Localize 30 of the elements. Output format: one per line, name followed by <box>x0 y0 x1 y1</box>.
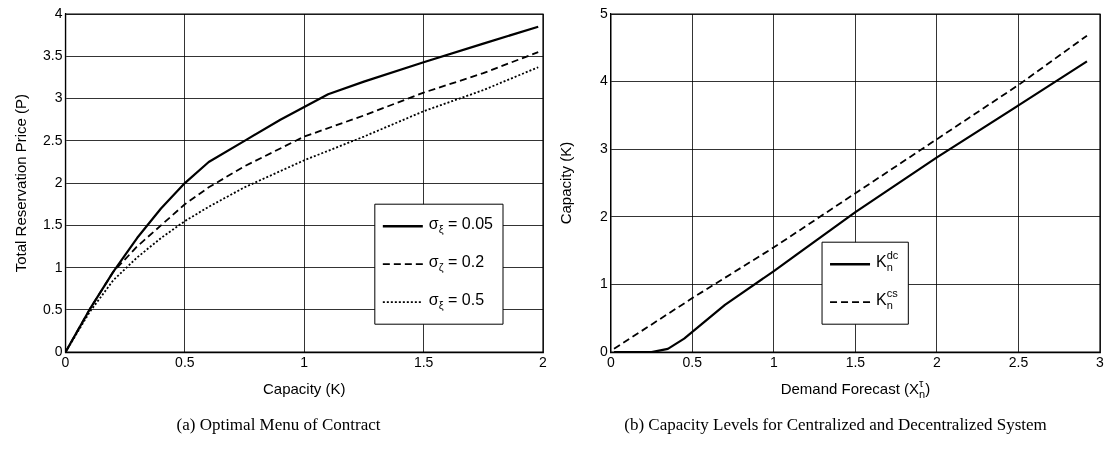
text: (b) Capacity Levels for Centralized and Decentralized System <box>623 415 1048 435</box>
x-tick-label: 2 <box>933 354 942 371</box>
x-tick-label: 1 <box>769 354 778 371</box>
x-tick-label: 2.5 <box>1008 354 1029 371</box>
y-tick-label: 2 <box>54 173 63 190</box>
y-tick-label: 0.5 <box>42 300 63 317</box>
y-tick-label: 1.5 <box>42 216 63 233</box>
text: (a) Optimal Menu of Contract <box>175 415 382 435</box>
y-tick-label: 5 <box>599 4 608 21</box>
x-tick-label: 2 <box>539 354 548 371</box>
y-tick-label: 3.5 <box>42 47 63 64</box>
y-tick-label: 1 <box>54 258 63 275</box>
y-tick-label: 3 <box>54 89 63 106</box>
x-tick-label: 0.5 <box>175 354 195 371</box>
x-tick-label: 1.5 <box>413 354 434 371</box>
y-tick-label: 3 <box>599 140 608 157</box>
y-axis-title: Capacity (K) <box>556 141 574 225</box>
y-tick-label: 1 <box>599 275 608 292</box>
x-tick-label: 1 <box>300 354 309 371</box>
x-tick-label: 1.5 <box>845 354 866 371</box>
x-tick-label: 3 <box>1096 354 1105 371</box>
x-axis-title: Capacity (K) <box>262 380 346 398</box>
x-tick-label: 0.5 <box>682 354 703 371</box>
y-axis-title: Total Reservation Price (P) <box>11 93 29 273</box>
y-tick-label: 4 <box>599 72 608 89</box>
y-tick-label: 2.5 <box>42 131 63 148</box>
y-tick-label: 2 <box>599 207 608 224</box>
y-tick-label: 4 <box>54 4 63 21</box>
y-tick-label: 0 <box>599 343 608 360</box>
y-tick-label: 0 <box>54 343 63 360</box>
